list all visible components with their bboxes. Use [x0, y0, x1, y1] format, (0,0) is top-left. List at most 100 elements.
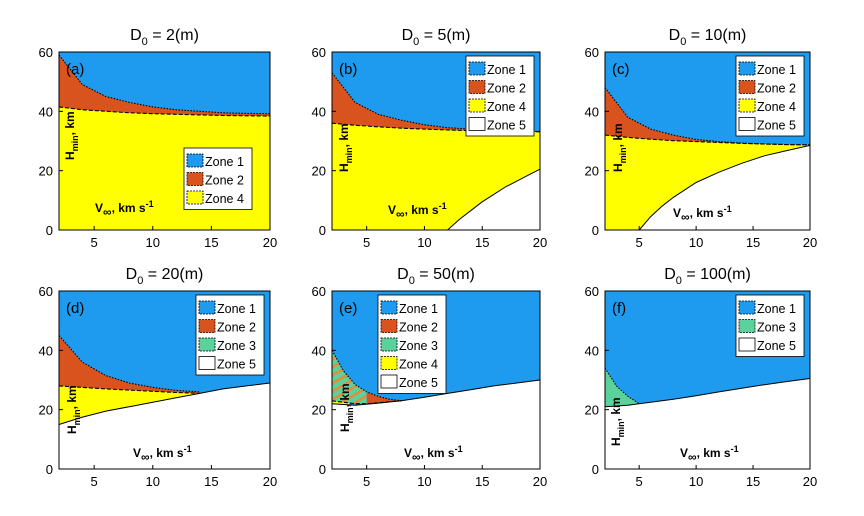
x-tick-label: 15: [475, 235, 489, 250]
lower-boundary-line: [331, 122, 541, 133]
legend-swatch-zone4: [738, 98, 756, 113]
y-tick-label: 60: [39, 284, 53, 299]
title-symbol: D: [397, 266, 409, 283]
y-tick-label: 20: [312, 164, 326, 179]
x-tick-label: 20: [803, 235, 817, 250]
title-value: = 10(m): [686, 27, 746, 44]
ylabel-text: , km: [338, 383, 352, 407]
y-axis-label: Hmin, km: [609, 397, 626, 446]
lower-boundary-line: [604, 134, 811, 146]
legend-label: Zone 2: [205, 174, 244, 188]
legend-swatch-zone3: [198, 337, 216, 352]
legend-swatch-zone4: [186, 190, 204, 205]
x-tick-label: 15: [475, 474, 489, 489]
x-tick-label: 20: [803, 474, 817, 489]
legend-label: Zone 5: [757, 119, 796, 133]
panel-title: D0 = 100(m): [664, 266, 751, 287]
xlabel-symbol: V: [133, 446, 141, 460]
xlabel-subscript: ∞: [103, 205, 112, 219]
legend-swatch-zone5: [198, 356, 216, 370]
legend-label: Zone 5: [757, 339, 796, 353]
ylabel-symbol: H: [63, 151, 77, 160]
title-symbol: D: [664, 266, 676, 283]
panel-title: D0 = 5(m): [402, 27, 471, 48]
legend-label: Zone 4: [399, 358, 438, 372]
legend-swatch-zone1: [738, 61, 756, 76]
title-symbol: D: [402, 27, 414, 44]
ylabel-subscript: min: [344, 147, 354, 163]
ylabel-symbol: H: [65, 425, 79, 434]
x-axis-label: V∞, km s-1: [133, 444, 192, 464]
legend-swatch-zone4: [468, 98, 486, 113]
title-subscript: 0: [137, 275, 143, 287]
title-subscript: 0: [409, 275, 415, 287]
x-axis-label: V∞, km s-1: [95, 199, 154, 219]
legend-swatch-zone2: [380, 319, 398, 333]
xlabel-superscript: -1: [731, 444, 739, 454]
title-symbol: D: [126, 266, 138, 283]
panel-title: D0 = 20(m): [126, 266, 204, 287]
legend-swatch-zone1: [380, 300, 398, 315]
ylabel-text: , km: [65, 385, 79, 409]
xlabel-text: , km s: [421, 446, 455, 460]
x-tick-label: 20: [263, 474, 277, 489]
legend-label: Zone 3: [217, 339, 256, 353]
title-subscript: 0: [413, 36, 419, 48]
xlabel-symbol: V: [95, 201, 103, 215]
legend-label: Zone 2: [757, 82, 796, 96]
x-tick-label: 5: [363, 235, 370, 250]
title-value: = 100(m): [682, 266, 751, 283]
legend-label: Zone 3: [399, 339, 438, 353]
legend-swatch-zone2: [738, 80, 756, 94]
y-tick-label: 20: [585, 403, 599, 418]
legend-label: Zone 1: [217, 302, 256, 316]
ylabel-symbol: H: [609, 437, 623, 446]
zone2-region: [59, 335, 200, 394]
x-tick-label: 15: [204, 235, 218, 250]
legend: Zone 1 Zone 3 Zone 5: [735, 294, 805, 357]
x-tick-label: 5: [91, 474, 98, 489]
legend-swatch-zone2: [198, 319, 216, 333]
title-value: = 2(m): [148, 27, 199, 44]
xlabel-symbol: V: [673, 206, 681, 220]
y-tick-label: 40: [39, 104, 53, 119]
ylabel-text: , km: [611, 123, 625, 147]
y-axis-label: Hmin, km: [65, 385, 82, 434]
legend-swatch-zone3: [380, 337, 398, 352]
y-axis-label: Hmin, km: [337, 123, 354, 172]
legend-swatch-zone5: [738, 117, 756, 131]
legend: Zone 1 Zone 2 Zone 3 Zone 5: [195, 294, 265, 376]
xlabel-superscript: -1: [184, 444, 192, 454]
panel-title: D0 = 10(m): [669, 27, 747, 48]
zone2-region: [366, 391, 402, 404]
zone2-region: [59, 55, 270, 117]
x-tick-label: 20: [263, 235, 277, 250]
x-tick-label: 5: [363, 474, 370, 489]
lower-boundary-line: [58, 106, 271, 117]
lower-boundary-line: [58, 385, 200, 394]
x-tick-label: 10: [146, 474, 160, 489]
y-tick-label: 40: [39, 343, 53, 358]
ylabel-subscript: min: [72, 409, 82, 425]
y-tick-label: 40: [312, 343, 326, 358]
legend: Zone 1 Zone 2 Zone 4 Zone 5: [735, 55, 805, 137]
panel-title: D0 = 50(m): [397, 266, 475, 287]
title-value: = 50(m): [415, 266, 475, 283]
xlabel-superscript: -1: [455, 444, 463, 454]
legend-label: Zone 5: [217, 358, 256, 372]
y-tick-label: 0: [46, 223, 53, 238]
panel-label: (f): [612, 300, 626, 317]
y-tick-label: 60: [585, 45, 599, 60]
legend-label: Zone 1: [205, 155, 244, 169]
xlabel-subscript: ∞: [396, 207, 405, 221]
legend-swatch-zone4: [380, 356, 398, 370]
ylabel-subscript: min: [616, 421, 626, 437]
legend-swatch-zone1: [186, 153, 204, 168]
legend-swatch-zone3: [738, 319, 756, 333]
